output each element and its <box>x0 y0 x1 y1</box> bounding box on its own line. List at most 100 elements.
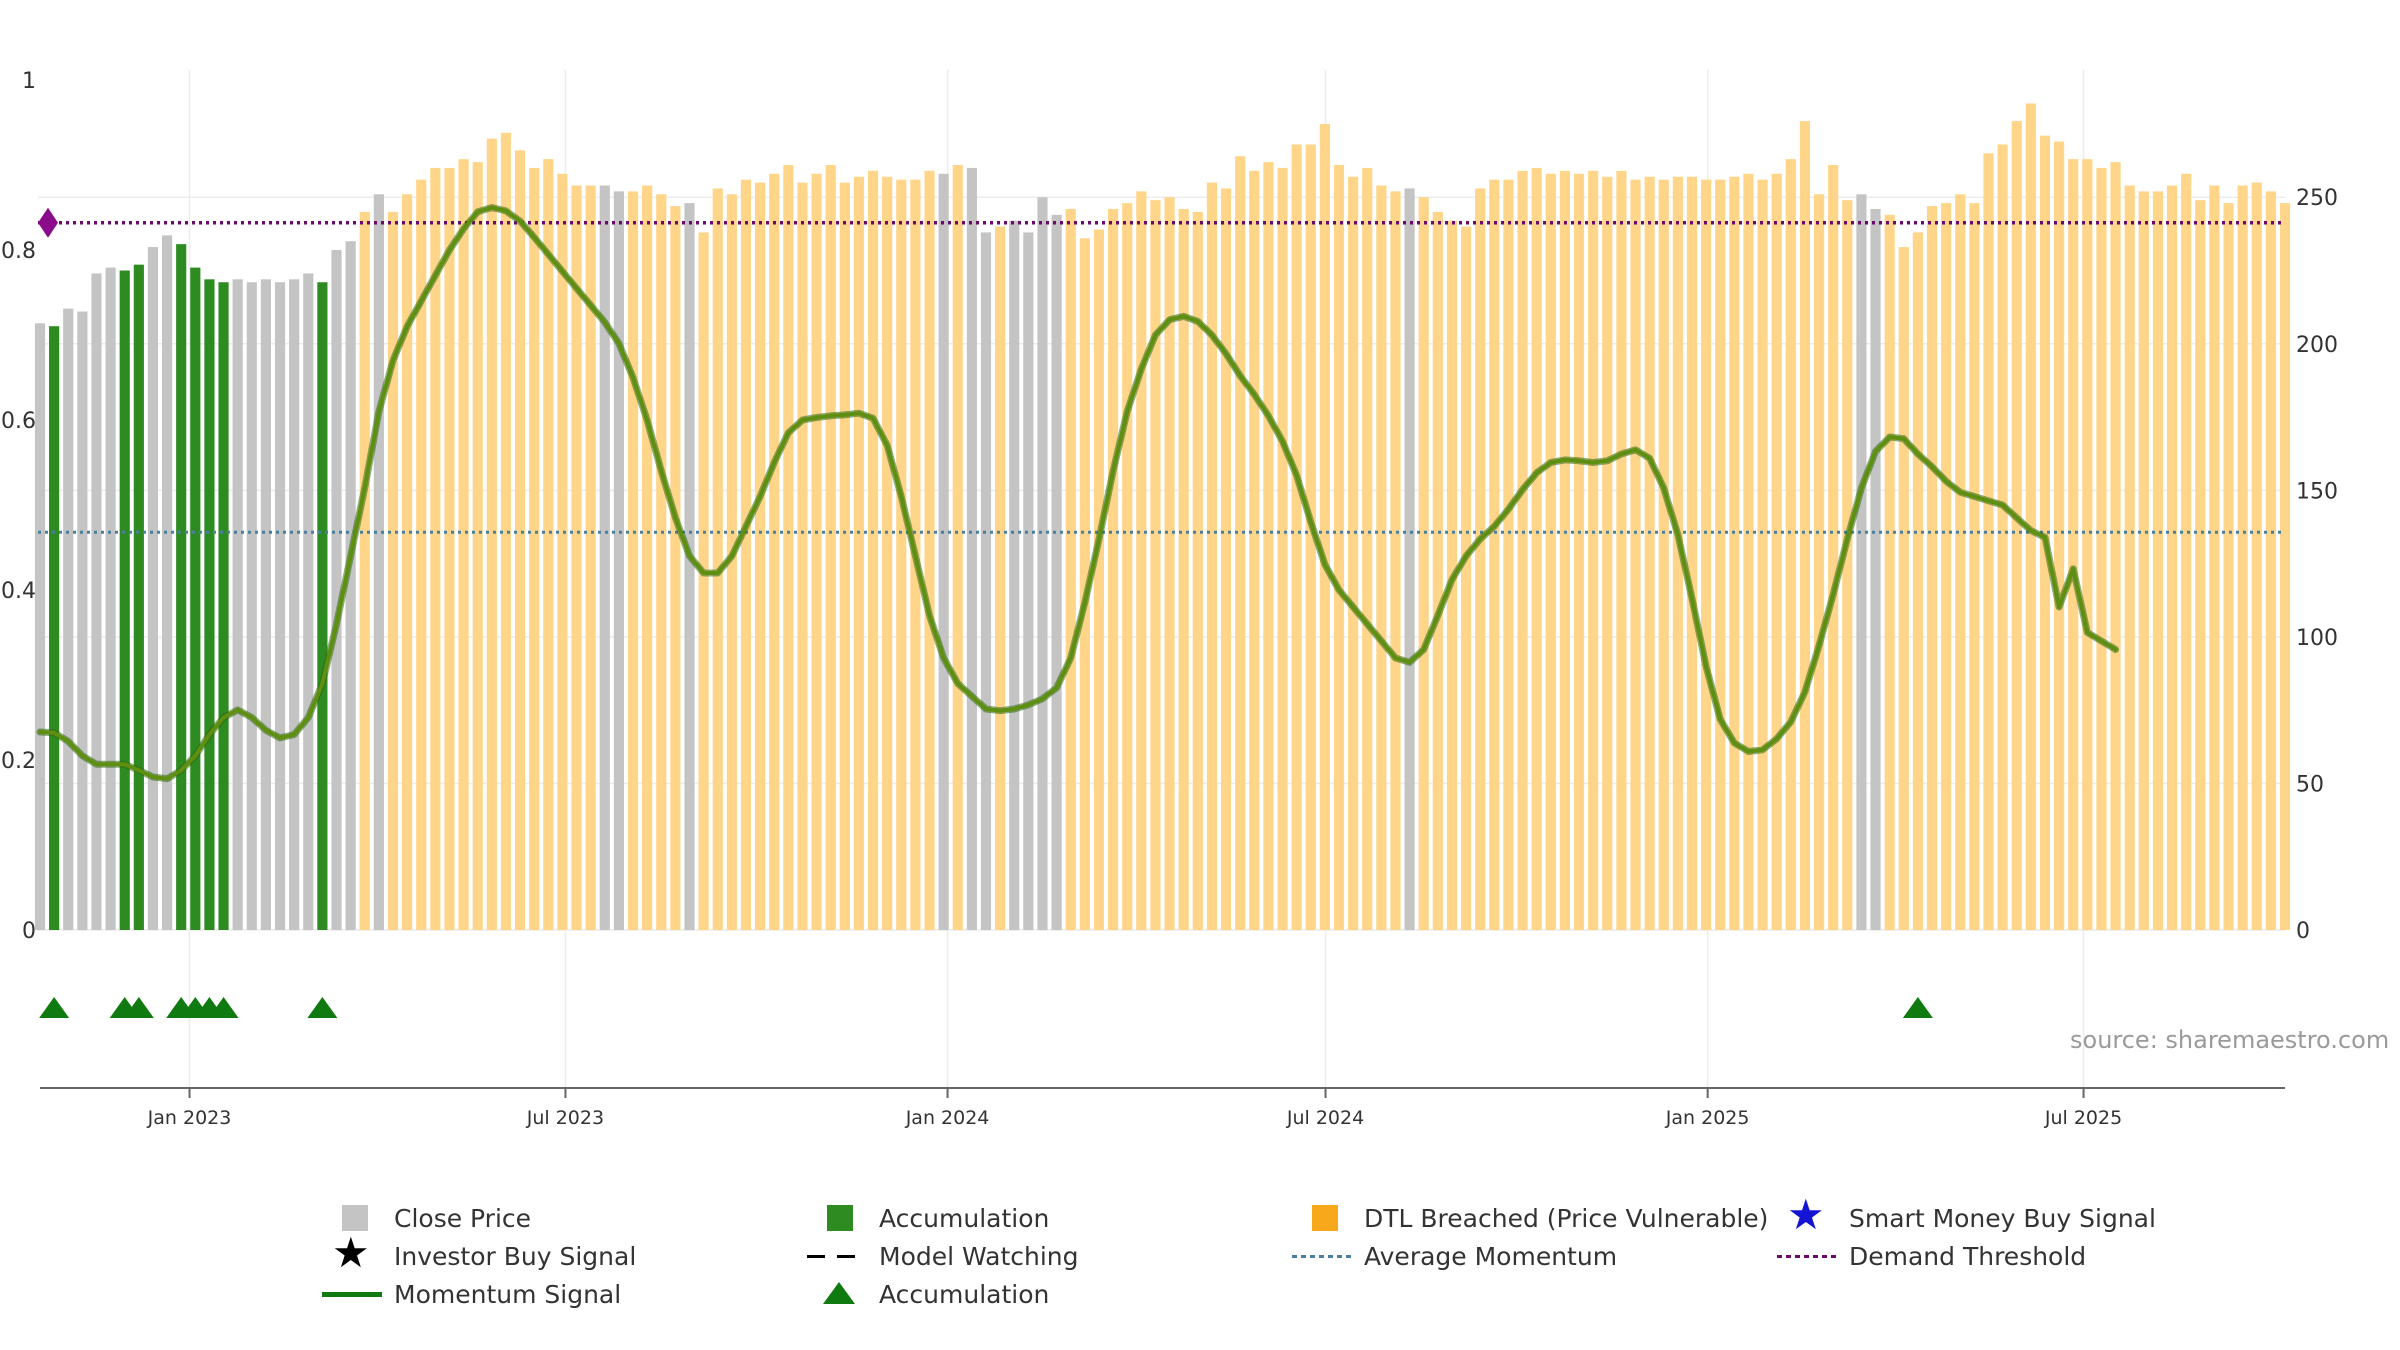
bar-dtl-breached <box>402 194 413 930</box>
bar-dtl-breached <box>2209 185 2220 931</box>
bar-dtl-breached <box>1997 144 2008 930</box>
bar-dtl-breached <box>1305 144 1316 930</box>
legend: Close Price Accumulation DTL Breached (Pri… <box>320 1194 2220 1320</box>
x-tick-label: Jul 2023 <box>526 1107 604 1129</box>
bar-dtl-breached <box>755 182 766 931</box>
bar-dtl-breached <box>1644 176 1655 931</box>
momentum-line <box>36 204 2120 783</box>
accumulation-triangle-icon <box>39 997 70 1018</box>
bar-dtl-breached <box>1503 179 1514 931</box>
legend-label: Smart Money Buy Signal <box>1849 1203 2156 1233</box>
bar-dtl-breached <box>1616 170 1627 931</box>
bar-dtl-breached <box>1588 170 1599 931</box>
legend-label: Accumulation <box>879 1203 1050 1233</box>
bar-dtl-breached <box>2011 121 2022 930</box>
bar-dtl-breached <box>1941 203 1952 930</box>
momentum-signal-line <box>38 205 2118 781</box>
bar-dtl-breached <box>797 182 808 931</box>
bar-dtl-breached <box>712 188 723 931</box>
bar-close-price <box>274 282 286 930</box>
bar-dtl-breached <box>1955 194 1966 930</box>
bar-close-price <box>91 273 102 931</box>
bar-dtl-breached <box>2110 162 2121 930</box>
bar-dtl-breached <box>853 176 865 931</box>
bar-dtl-breached <box>627 191 639 931</box>
bar-close-price <box>260 279 271 931</box>
bar-close-price <box>1037 197 1048 930</box>
bar-accumulation <box>190 267 201 931</box>
legend-item: Accumulation <box>805 1276 1049 1312</box>
bar-dtl-breached <box>825 165 836 930</box>
x-tick-label: Jan 2024 <box>905 1107 990 1129</box>
bar-dtl-breached <box>1206 182 1218 931</box>
bar-close-price <box>613 191 624 931</box>
bar-dtl-breached <box>1884 214 1895 931</box>
bar-close-price <box>938 173 949 931</box>
legend-green-line-icon <box>320 1276 382 1312</box>
bar-dtl-breached <box>387 211 399 930</box>
bar-dtl-breached <box>670 206 681 930</box>
legend-label: Accumulation <box>879 1279 1050 1309</box>
y-axis-right: 0 50 100 150 200 250 <box>2296 186 2338 944</box>
bar-dtl-breached <box>2138 191 2149 931</box>
legend-label: DTL Breached (Price Vulnerable) <box>1364 1203 1769 1233</box>
bar-dtl-breached <box>2195 200 2206 930</box>
bar-dtl-breached <box>416 179 427 931</box>
legend-black-star-icon: ★ <box>332 1228 370 1277</box>
bar-dtl-breached <box>839 182 850 931</box>
legend-green-triangle-icon <box>805 1276 865 1312</box>
bar-dtl-breached <box>585 185 596 931</box>
bar-dtl-breached <box>529 167 540 930</box>
bar-dtl-breached <box>1164 197 1175 930</box>
bar-close-price <box>77 311 88 930</box>
bar-close-price <box>1009 220 1020 931</box>
bar-close-price <box>345 241 356 930</box>
bar-dtl-breached <box>1178 208 1189 930</box>
legend-label: Momentum Signal <box>394 1279 622 1309</box>
bar-dtl-breached <box>698 232 709 930</box>
bar-dtl-breached <box>1686 176 1698 931</box>
x-axis: Jan 2023 Jul 2023 Jan 2024 Jul 2024 Jan 2025… <box>40 1087 2285 1129</box>
bar-close-price <box>599 185 610 931</box>
bar-close-price <box>246 282 257 930</box>
bar-close-price <box>1870 208 1881 930</box>
bar-dtl-breached <box>1898 247 1909 930</box>
accumulation-markers <box>39 997 1933 1018</box>
bar-dtl-breached <box>656 194 667 930</box>
bar-dtl-breached <box>1573 173 1585 931</box>
y-left-tick-label: 0.2 <box>1 749 36 774</box>
bar-dtl-breached <box>557 173 568 931</box>
bar-dtl-breached <box>1277 167 1288 930</box>
bar-dtl-breached <box>1079 238 1090 930</box>
bar-dtl-breached <box>1093 229 1105 930</box>
bar-dtl-breached <box>1263 162 1274 930</box>
bar-dtl-breached <box>1418 197 1429 930</box>
bar-dtl-breached <box>1969 203 1980 930</box>
bar-close-price <box>684 203 695 930</box>
bar-accumulation <box>317 282 328 930</box>
bar-dtl-breached <box>811 173 822 931</box>
bar-dtl-breached <box>1771 173 1782 931</box>
bar-accumulation <box>176 244 187 930</box>
bar-close-price <box>1023 232 1034 930</box>
bar-dtl-breached <box>444 167 455 930</box>
accumulation-triangle-icon <box>208 997 239 1018</box>
bar-close-price <box>232 279 243 931</box>
bar-dtl-breached <box>2124 185 2135 931</box>
bar-dtl-breached <box>2237 185 2248 931</box>
legend-label: Investor Buy Signal <box>394 1241 637 1271</box>
bar-dtl-breached <box>1390 191 1401 931</box>
bar-dtl-breached <box>1630 179 1641 931</box>
bar-dtl-breached <box>1729 176 1740 931</box>
legend-item: DTL Breached (Price Vulnerable) <box>1290 1200 1768 1236</box>
bar-close-price <box>331 250 342 930</box>
bar-dtl-breached <box>1291 144 1302 930</box>
bar-dtl-breached <box>2181 173 2192 931</box>
bar-dtl-breached <box>1376 185 1387 931</box>
bar-dtl-breached <box>1249 170 1260 931</box>
bar-dtl-breached <box>1107 208 1119 930</box>
bar-close-price <box>1051 214 1062 931</box>
y-right-tick-label: 150 <box>2296 479 2338 504</box>
bar-close-price <box>303 273 314 931</box>
